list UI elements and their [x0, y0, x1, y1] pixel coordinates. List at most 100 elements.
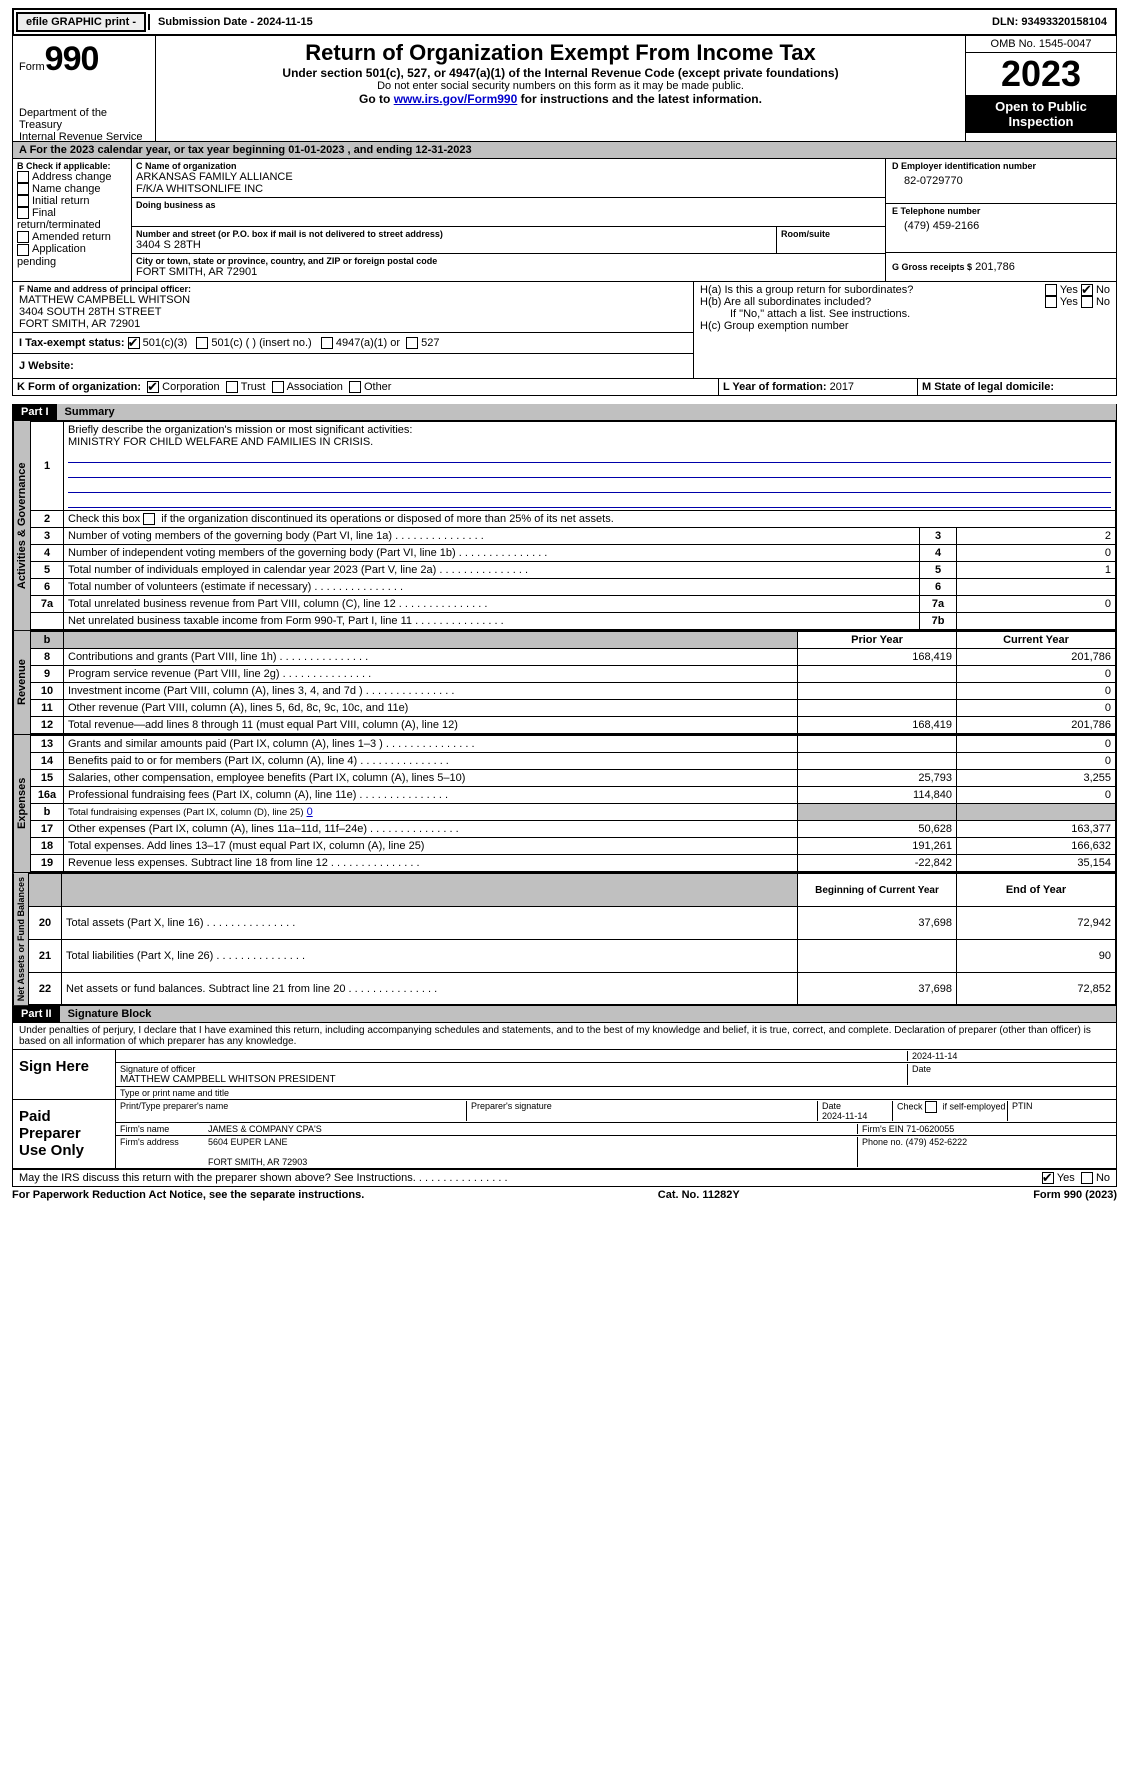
gross-label: G Gross receipts $ [892, 262, 972, 272]
check-corp[interactable] [147, 381, 159, 393]
check-amended[interactable] [17, 231, 29, 243]
top-bar: efile GRAPHIC print - Submission Date - … [12, 8, 1117, 36]
officer-label: F Name and address of principal officer: [19, 284, 687, 294]
check-4947[interactable] [321, 337, 333, 349]
firm-phone-label: Phone no. [862, 1137, 903, 1147]
section-governance: Activities & Governance [13, 421, 30, 630]
check-ha-no[interactable] [1081, 284, 1093, 296]
check-hb-no[interactable] [1081, 296, 1093, 308]
line3-label: Number of voting members of the governin… [68, 530, 392, 542]
line12-prior: 168,419 [798, 717, 957, 734]
line19-label: Revenue less expenses. Subtract line 18 … [68, 857, 328, 869]
date-label: Date [907, 1064, 1112, 1085]
firm-addr2: FORT SMITH, AR 72903 [208, 1157, 307, 1167]
line4-value: 0 [957, 545, 1116, 562]
line17-prior: 50,628 [798, 821, 957, 838]
line11-label: Other revenue (Part VIII, column (A), li… [68, 702, 408, 714]
ein-label: D Employer identification number [892, 161, 1110, 171]
check-527[interactable] [406, 337, 418, 349]
declaration-text: Under penalties of perjury, I declare th… [12, 1023, 1117, 1050]
year-formation: 2017 [830, 381, 854, 393]
firm-name-label: Firm's name [120, 1124, 200, 1134]
irs-link[interactable]: www.irs.gov/Form990 [394, 92, 518, 106]
line12-label: Total revenue—add lines 8 through 11 (mu… [68, 719, 458, 731]
line17-current: 163,377 [957, 821, 1116, 838]
firm-ein: 71-0620055 [906, 1124, 954, 1134]
check-name-change[interactable] [17, 183, 29, 195]
line8-label: Contributions and grants (Part VIII, lin… [68, 651, 277, 663]
submission-date: Submission Date - 2024-11-15 [148, 14, 321, 30]
domicile-label: M State of legal domicile: [922, 381, 1054, 393]
line8-prior: 168,419 [798, 649, 957, 666]
line15-prior: 25,793 [798, 770, 957, 787]
check-hb-yes[interactable] [1045, 296, 1057, 308]
line16a-current: 0 [957, 787, 1116, 804]
line3-value: 2 [957, 528, 1116, 545]
line12-current: 201,786 [957, 717, 1116, 734]
line10-label: Investment income (Part VIII, column (A)… [68, 685, 363, 697]
check-assoc[interactable] [272, 381, 284, 393]
line21-label: Total liabilities (Part X, line 26) [66, 950, 213, 962]
line16a-label: Professional fundraising fees (Part IX, … [68, 789, 356, 801]
check-initial-return[interactable] [17, 195, 29, 207]
box-c: C Name of organization ARKANSAS FAMILY A… [132, 159, 886, 281]
check-self-employed[interactable] [925, 1101, 937, 1113]
sig-officer-label: Signature of officer [120, 1064, 195, 1074]
preparer-date: 2024-11-14 [822, 1111, 867, 1121]
line7b-value [957, 613, 1116, 630]
paid-preparer-label: Paid Preparer Use Only [13, 1100, 116, 1168]
tax-status-label: I Tax-exempt status: [19, 337, 125, 349]
section-expenses: Expenses [13, 735, 30, 872]
firm-phone: (479) 452-6222 [906, 1137, 968, 1147]
line19-prior: -22,842 [798, 855, 957, 872]
line14-label: Benefits paid to or for members (Part IX… [68, 755, 357, 767]
discuss-label: May the IRS discuss this return with the… [19, 1172, 416, 1184]
line16a-prior: 114,840 [798, 787, 957, 804]
sign-date: 2024-11-14 [907, 1051, 1112, 1061]
box-i: I Tax-exempt status: 501(c)(3) 501(c) ( … [13, 333, 693, 354]
line9-label: Program service revenue (Part VIII, line… [68, 668, 280, 680]
check-501c[interactable] [196, 337, 208, 349]
check-ha-yes[interactable] [1045, 284, 1057, 296]
check-501c3[interactable] [128, 337, 140, 349]
officer-city: FORT SMITH, AR 72901 [19, 318, 687, 330]
line7a-label: Total unrelated business revenue from Pa… [68, 598, 396, 610]
check-discuss-yes[interactable] [1042, 1172, 1054, 1184]
section-netassets: Net Assets or Fund Balances [13, 873, 28, 1005]
check-other[interactable] [349, 381, 361, 393]
part2-header: Part II [13, 1006, 60, 1022]
check-discuss-no[interactable] [1081, 1172, 1093, 1184]
line7b-label: Net unrelated business taxable income fr… [68, 615, 412, 627]
check-discontinued[interactable] [143, 513, 155, 525]
line20-end: 72,942 [957, 907, 1116, 940]
footer-mid: Cat. No. 11282Y [658, 1189, 740, 1201]
prior-year-hdr: Prior Year [798, 632, 957, 649]
line19-current: 35,154 [957, 855, 1116, 872]
check-address-change[interactable] [17, 171, 29, 183]
line2-label: Check this box if the organization disco… [68, 513, 614, 525]
form-subtitle-3: Go to www.irs.gov/Form990 for instructio… [164, 92, 957, 106]
officer-addr: 3404 SOUTH 28TH STREET [19, 306, 687, 318]
preparer-date-label: Date [822, 1101, 841, 1111]
line11-current: 0 [957, 700, 1116, 717]
line21-end: 90 [957, 939, 1116, 972]
box-k: K Form of organization: Corporation Trus… [13, 379, 719, 395]
firm-ein-label: Firm's EIN [862, 1124, 904, 1134]
line5-value: 1 [957, 562, 1116, 579]
ptin-label: PTIN [1008, 1101, 1112, 1121]
check-app-pending[interactable] [17, 244, 29, 256]
check-final-return[interactable] [17, 207, 29, 219]
form-prefix: Form [19, 61, 45, 73]
line1-label: Briefly describe the organization's miss… [68, 424, 412, 436]
check-trust[interactable] [226, 381, 238, 393]
box-l: L Year of formation: 2017 [719, 379, 918, 395]
line20-label: Total assets (Part X, line 16) [66, 917, 204, 929]
gross-value: 201,786 [975, 261, 1015, 273]
box-m: M State of legal domicile: [918, 379, 1116, 395]
city-state-zip: FORT SMITH, AR 72901 [136, 266, 881, 278]
sign-here-label: Sign Here [13, 1050, 116, 1099]
efile-print-button[interactable]: efile GRAPHIC print - [16, 12, 146, 32]
org-name-1: ARKANSAS FAMILY ALLIANCE [136, 171, 881, 183]
part1-header: Part I [13, 404, 57, 420]
website-label: J Website: [19, 360, 74, 372]
